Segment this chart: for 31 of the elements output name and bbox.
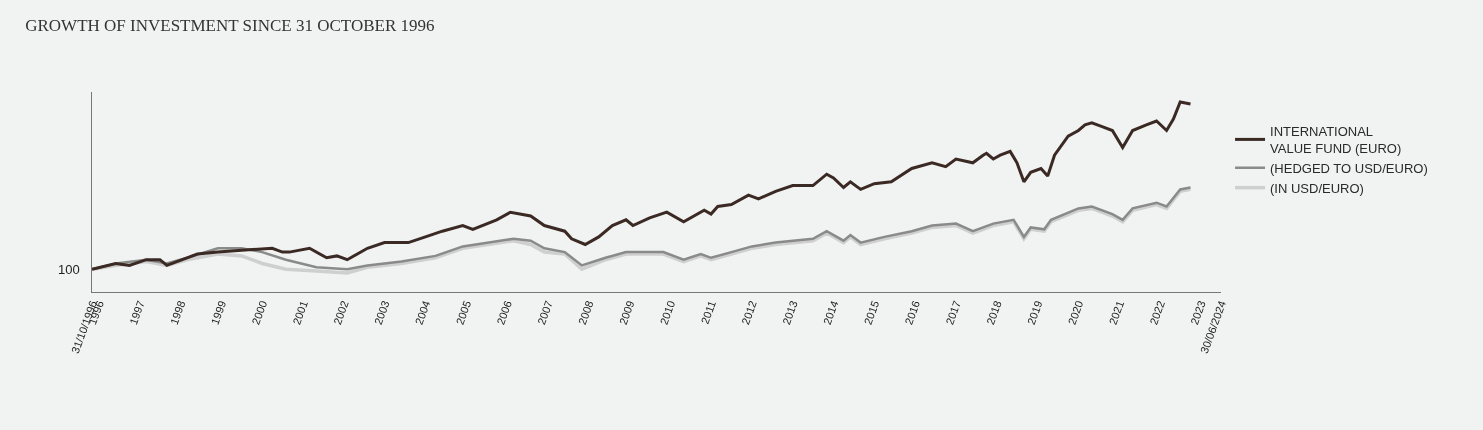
x-tick-label: 2016 (902, 299, 923, 327)
legend-label: (HEDGED TO USD/EURO) (1270, 160, 1428, 176)
x-tick-label: 2013 (780, 299, 800, 327)
x-tick-label: 1998 (167, 299, 188, 327)
x-tick-label: 2021 (1106, 299, 1127, 327)
x-tick-label: 2014 (820, 299, 841, 327)
x-tick-label: 2003 (371, 299, 392, 327)
chart-title: GROWTH OF INVESTMENT SINCE 31 OCTOBER 1996 (25, 16, 435, 36)
x-tick-label: 2020 (1065, 299, 1086, 327)
x-tick-label: 2015 (861, 299, 882, 327)
x-tick-label: 2006 (494, 299, 514, 327)
x-tick-label: 2007 (535, 299, 555, 327)
legend-label: INTERNATIONAL VALUE FUND (EURO) (1270, 124, 1402, 156)
x-tick-label: 2008 (575, 299, 596, 327)
x-tick-label: 2019 (1024, 299, 1045, 327)
x-tick-label: 2010 (657, 299, 678, 327)
x-tick-label: 1999 (208, 299, 229, 327)
x-tick-label: 2005 (453, 299, 474, 327)
x-tick-label: 2001 (290, 299, 310, 327)
x-tick-label: 2017 (943, 299, 963, 327)
x-tick-label: 2004 (412, 299, 433, 327)
x-tick-label: 2002 (331, 299, 351, 327)
x-tick-label: 2009 (616, 299, 637, 327)
x-tick-label: 2000 (249, 299, 270, 327)
x-tick-label: 2011 (698, 299, 718, 326)
x-tick-label: 1997 (127, 299, 147, 327)
x-tick-label: 2018 (984, 299, 1004, 327)
legend-label: (IN USD/EURO) (1270, 180, 1364, 196)
x-tick-label: 2022 (1147, 299, 1167, 327)
annotation: 100 (58, 262, 80, 277)
x-tick-label: 2012 (739, 299, 759, 327)
